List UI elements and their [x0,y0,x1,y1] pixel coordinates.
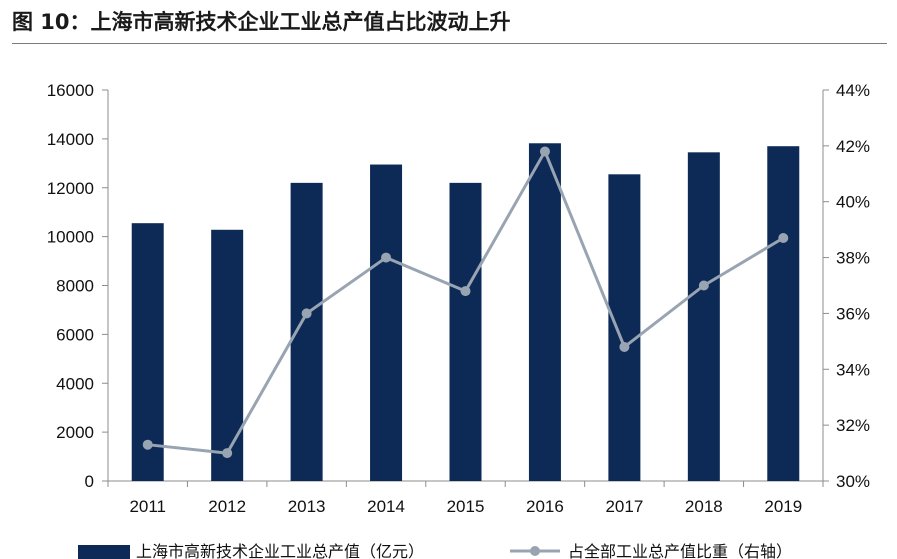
bar-2016 [528,143,561,481]
line-point-2015 [460,286,471,297]
y-right-tick-label: 30% [836,472,870,491]
x-tick-label: 2011 [129,497,166,516]
bar-2012 [211,229,244,481]
legend-bar-label: 上海市高新技术企业工业总产值（亿元） [136,542,424,559]
line-point-2017 [619,341,630,352]
y-left-tick-label: 14000 [47,130,94,149]
y-right-tick-label: 44% [836,81,870,100]
legend-bar-swatch [78,545,130,559]
x-tick-label: 2013 [288,497,326,516]
title-divider [12,43,887,44]
bar-2015 [449,182,482,482]
y-left-tick-label: 16000 [47,81,94,100]
y-left-tick-label: 6000 [56,325,94,344]
bar-2019 [767,146,800,482]
y-right-tick-label: 32% [836,416,870,435]
axes-group: 0 2000 4000 6000 8000 10000 12000 14000 16000 30%… [47,81,870,516]
line-point-2013 [301,308,312,319]
y-right-tick-label: 34% [836,360,870,379]
y-left-tick-label: 10000 [47,228,94,247]
y-left-tick-label: 2000 [56,423,94,442]
x-tick-label: 2016 [526,497,564,516]
line-point-2019 [778,233,789,244]
bar-series [131,143,800,482]
legend: 上海市高新技术企业工业总产值（亿元） 占全部工业总产值比重（右轴） [78,542,792,559]
figure-title: 图 10：上海市高新技术企业工业总产值占比波动上升 [12,10,511,34]
line-point-2012 [222,448,233,459]
bar-2011 [131,223,164,481]
y-right-tick-label: 42% [836,137,870,156]
line-point-2018 [698,280,709,291]
y-right-tick-label: 36% [836,304,870,323]
x-tick-label: 2015 [447,497,485,516]
line-point-2016 [539,146,550,157]
legend-line-label: 占全部工业总产值比重（右轴） [568,542,792,559]
line-point-2011 [142,439,153,450]
y-left-tick-label: 4000 [56,374,94,393]
bar-2018 [687,152,720,482]
bar-2014 [370,164,403,482]
x-tick-label: 2012 [208,497,246,516]
legend-line-marker [530,546,540,556]
line-point-2014 [381,252,392,263]
line-series [142,146,789,459]
y-right-tick-label: 40% [836,193,870,212]
x-tick-label: 2014 [367,497,405,516]
x-tick-label: 2018 [685,497,723,516]
y-left-tick-label: 0 [85,472,94,491]
y-left-tick-label: 8000 [56,277,94,296]
y-right-tick-label: 38% [836,249,870,268]
y-left-tick-label: 12000 [47,179,94,198]
x-tick-label: 2017 [605,497,643,516]
bar-2017 [608,174,641,481]
x-tick-label: 2019 [764,497,802,516]
